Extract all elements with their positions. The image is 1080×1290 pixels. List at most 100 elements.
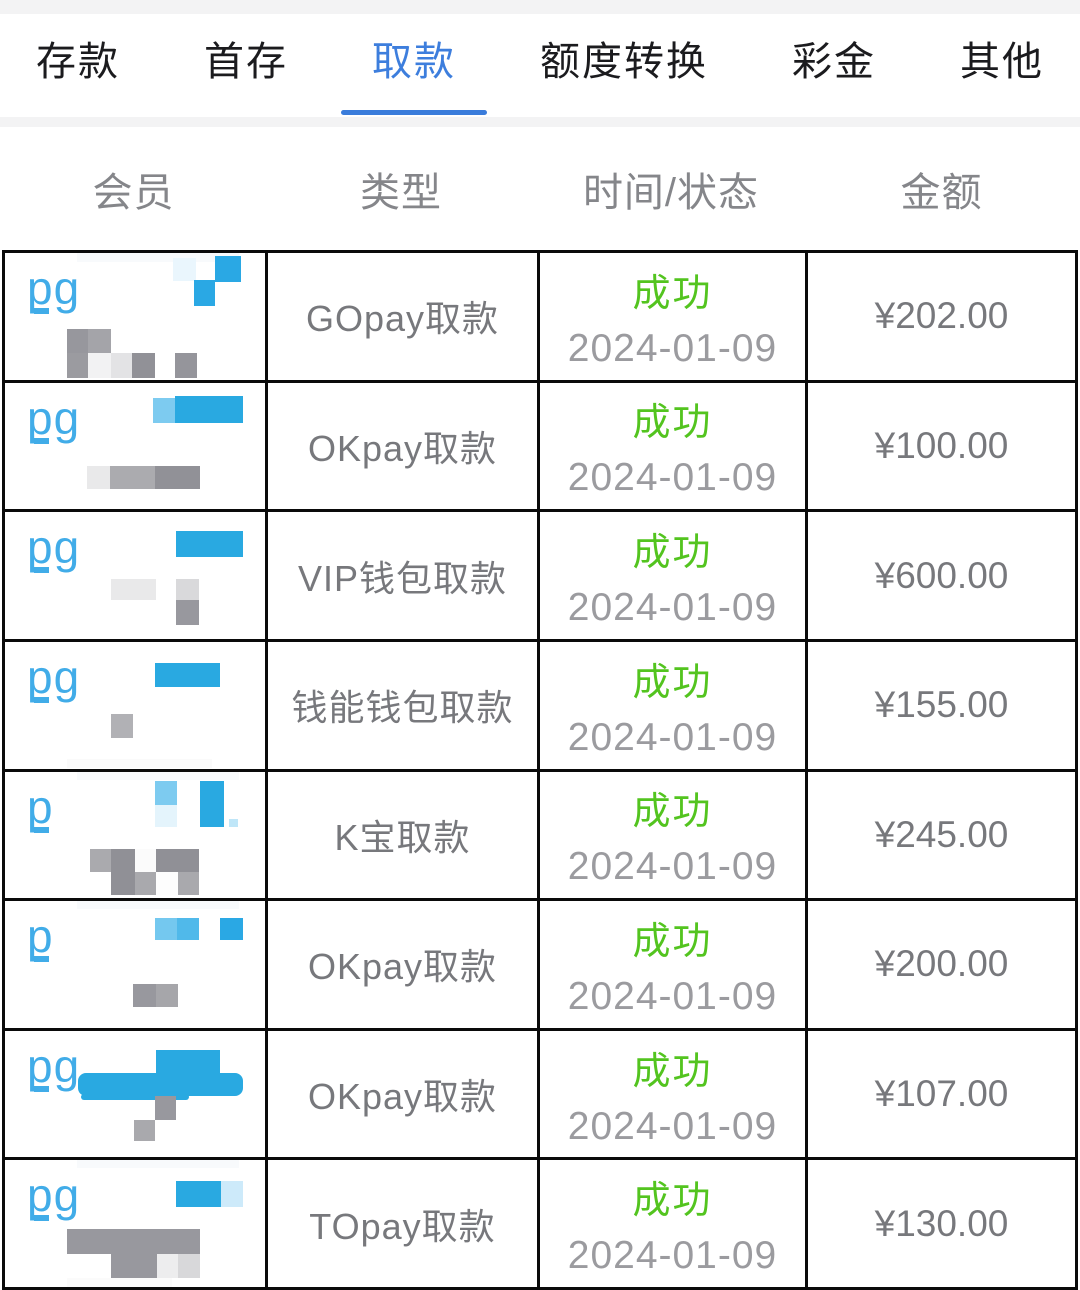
record-date: 2024-01-09 xyxy=(567,1234,778,1278)
member-name-link[interactable]: pg xyxy=(27,650,81,703)
member-name-link[interactable]: pg xyxy=(27,391,81,444)
mosaic-block xyxy=(67,329,88,353)
header-time-status: 时间/状态 xyxy=(582,170,760,215)
tab-other[interactable]: 其他 xyxy=(960,40,1044,84)
withdraw-type-label: TOpay取款 xyxy=(309,1205,496,1247)
status-cell: 成功 2024-01-09 xyxy=(540,901,805,1028)
member-cell: pg xyxy=(5,253,265,380)
withdraw-type-label: VIP钱包取款 xyxy=(297,557,508,599)
member-cell: p xyxy=(5,771,265,899)
mosaic-block xyxy=(34,696,49,703)
mosaic-block xyxy=(178,1254,200,1279)
withdraw-type-label: OKpay取款 xyxy=(307,946,498,988)
tab-bonus[interactable]: 彩金 xyxy=(792,40,876,84)
tab-quota-transfer[interactable]: 额度转换 xyxy=(540,40,708,84)
mosaic-block xyxy=(88,329,111,353)
status-success-label: 成功 xyxy=(632,1050,713,1093)
mosaic-block xyxy=(77,1160,239,1169)
record-date: 2024-01-09 xyxy=(567,845,778,889)
amount-cell: ¥107.00 xyxy=(808,1030,1075,1158)
mosaic-block xyxy=(135,871,156,895)
mosaic-block xyxy=(67,1278,172,1287)
mosaic-block xyxy=(132,353,155,378)
withdraw-type-label: 钱能钱包取款 xyxy=(291,687,514,729)
mosaic-block xyxy=(111,353,132,378)
mosaic-block xyxy=(90,848,111,872)
status-success-label: 成功 xyxy=(632,1180,713,1223)
amount-value: ¥100.00 xyxy=(874,424,1009,466)
status-success-label: 成功 xyxy=(632,272,713,315)
amount-cell: ¥202.00 xyxy=(808,253,1075,380)
mosaic-block xyxy=(176,1181,221,1208)
amount-value: ¥200.00 xyxy=(874,943,1009,985)
mosaic-block xyxy=(34,956,49,963)
mosaic-block xyxy=(134,1119,155,1141)
mosaic-block xyxy=(67,758,212,768)
type-cell: K宝取款 xyxy=(268,771,537,899)
mosaic-block xyxy=(34,567,49,574)
record-date: 2024-01-09 xyxy=(567,715,778,759)
mosaic-block xyxy=(87,465,110,489)
member-cell: p xyxy=(5,901,265,1028)
member-cell: pg xyxy=(5,641,265,769)
tab-first-deposit[interactable]: 首存 xyxy=(204,40,288,84)
mosaic-block xyxy=(110,465,155,489)
member-name-link[interactable]: p xyxy=(27,910,54,963)
status-cell: 成功 2024-01-09 xyxy=(540,512,805,639)
member-cell: pg xyxy=(5,512,265,639)
status-success-label: 成功 xyxy=(632,920,713,963)
mosaic-block xyxy=(176,600,199,626)
status-success-label: 成功 xyxy=(632,532,713,575)
mosaic-block xyxy=(67,353,88,378)
type-cell: OKpay取款 xyxy=(268,382,537,510)
tab-deposit[interactable]: 存款 xyxy=(36,40,120,84)
mosaic-block xyxy=(220,918,243,941)
member-name-link[interactable]: pg xyxy=(27,1039,81,1092)
status-cell: 成功 2024-01-09 xyxy=(540,382,805,510)
record-date: 2024-01-09 xyxy=(567,326,778,370)
mosaic-block xyxy=(88,353,111,378)
mosaic-block xyxy=(155,662,220,687)
member-name-link[interactable]: pg xyxy=(27,1169,81,1222)
mosaic-block xyxy=(77,253,239,262)
mosaic-block xyxy=(156,848,199,872)
member-name-link[interactable]: pg xyxy=(27,262,81,314)
record-date: 2024-01-09 xyxy=(567,1104,778,1148)
mosaic-block xyxy=(34,1085,49,1092)
mosaic-block xyxy=(111,871,135,895)
member-name-link[interactable]: p xyxy=(27,780,54,833)
mosaic-block xyxy=(34,826,49,833)
mosaic-block xyxy=(133,984,156,1008)
mosaic-block xyxy=(157,1254,178,1279)
divider-strip xyxy=(0,117,1080,127)
mosaic-block xyxy=(156,984,178,1008)
member-cell: pg xyxy=(5,1160,265,1287)
status-cell: 成功 2024-01-09 xyxy=(540,641,805,769)
mosaic-block xyxy=(200,780,224,827)
status-success-label: 成功 xyxy=(632,791,713,834)
mosaic-block xyxy=(111,848,135,872)
records-table: pg GOpay取款 成功 2024-01-09 ¥202.00 pg OKpay取款 成功 2… xyxy=(2,250,1078,1290)
amount-cell: ¥130.00 xyxy=(808,1160,1075,1287)
status-cell: 成功 2024-01-09 xyxy=(540,1030,805,1158)
mosaic-block xyxy=(135,848,156,872)
amount-cell: ¥245.00 xyxy=(808,771,1075,899)
status-cell: 成功 2024-01-09 xyxy=(540,253,805,380)
member-name-link[interactable]: pg xyxy=(27,521,81,574)
record-date: 2024-01-09 xyxy=(567,974,778,1018)
mosaic-block xyxy=(155,780,177,805)
mosaic-block xyxy=(34,1215,49,1222)
mosaic-block xyxy=(156,1049,220,1074)
tab-withdrawal[interactable]: 取款 xyxy=(341,40,487,115)
mosaic-block xyxy=(81,1093,189,1100)
mosaic-block xyxy=(111,579,156,601)
withdraw-type-label: K宝取款 xyxy=(334,816,471,858)
mosaic-block xyxy=(111,713,133,738)
amount-cell: ¥100.00 xyxy=(808,382,1075,510)
mosaic-block xyxy=(156,871,178,895)
status-success-label: 成功 xyxy=(632,402,713,445)
mosaic-block xyxy=(194,280,215,306)
record-date: 2024-01-09 xyxy=(567,456,778,500)
mosaic-block xyxy=(176,531,243,558)
amount-value: ¥245.00 xyxy=(874,813,1009,855)
